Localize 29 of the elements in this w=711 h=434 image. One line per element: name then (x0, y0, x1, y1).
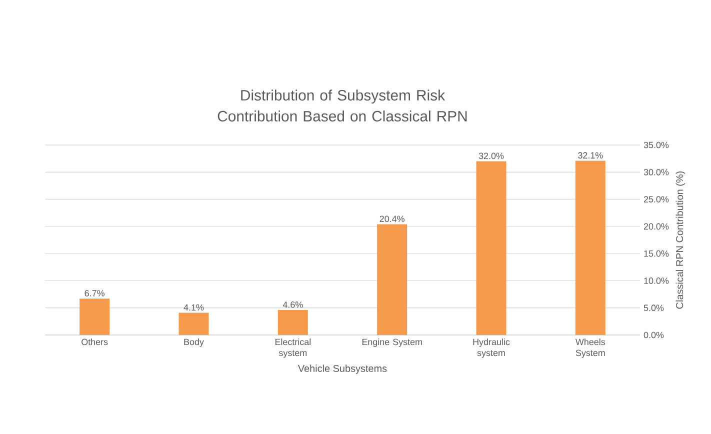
y-tick-label: 20.0% (644, 223, 669, 230)
bar (476, 161, 506, 335)
x-tick-label: Electrical system (275, 338, 310, 358)
bar (178, 312, 209, 335)
data-label: 32.1% (578, 152, 603, 159)
data-label: 4.6% (282, 301, 303, 308)
y-tick-label: 25.0% (644, 196, 669, 202)
y-tick-label: 0.0% (644, 332, 664, 338)
bar (80, 298, 110, 335)
bar (377, 224, 408, 335)
bar (278, 310, 308, 335)
data-label: 6.7% (84, 290, 104, 296)
x-tick-label: Hydraulic system (473, 338, 510, 358)
data-label: 4.1% (184, 304, 204, 311)
data-label: 32.0% (478, 152, 504, 160)
y-tick-label: 30.0% (644, 168, 669, 176)
data-label: 20.4% (380, 216, 404, 222)
x-tick-label: Body (184, 338, 204, 347)
x-tick-label: Wheels System (576, 338, 606, 358)
x-tick-label: Engine System (362, 338, 422, 347)
y-axis-title: Classical RPN Contribution (%) (676, 171, 686, 309)
x-axis-title: Vehicle Subsystems (298, 364, 387, 374)
y-tick-label: 35.0% (644, 142, 669, 148)
y-tick-label: 15.0% (644, 250, 669, 257)
y-tick-label: 10.0% (644, 278, 669, 284)
bar (575, 160, 606, 335)
chart-title: Distribution of Subsystem Risk Contribution Based on Classical RPN (218, 90, 467, 122)
y-tick-label: 5.0% (644, 304, 664, 312)
x-tick-label: Others (82, 338, 108, 346)
